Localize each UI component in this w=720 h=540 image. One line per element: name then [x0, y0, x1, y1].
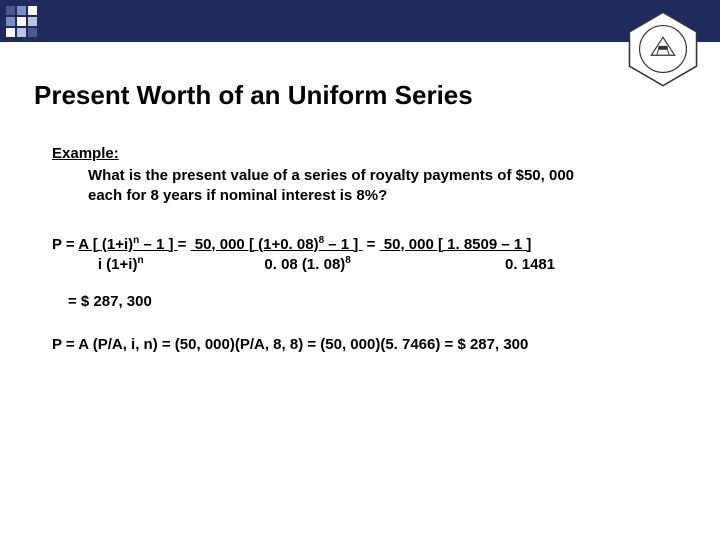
example-label: Example:: [52, 145, 686, 162]
example-line2: each for 8 years if nominal interest is …: [88, 187, 387, 204]
final-equation: P = A (P/A, i, n) = (50, 000)(P/A, 8, 8)…: [52, 336, 686, 353]
slide-title: Present Worth of an Uniform Series: [34, 80, 686, 111]
example-text: What is the present value of a series of…: [88, 166, 686, 207]
crest-logo-icon: [624, 10, 702, 88]
equation-denominator-row: i (1+i)n 0. 08 (1. 08)8 0. 1481: [52, 255, 686, 273]
slide-content: Present Worth of an Uniform Series Examp…: [0, 42, 720, 353]
result-line: = $ 287, 300: [68, 293, 686, 310]
example-line1: What is the present value of a series of…: [88, 167, 574, 184]
bullet-pattern: [6, 6, 37, 37]
equation-numerator-row: P = A [ (1+i)n – 1 ] = 50, 000 [ (1+0. 0…: [52, 235, 686, 253]
header-bar: [0, 0, 720, 42]
